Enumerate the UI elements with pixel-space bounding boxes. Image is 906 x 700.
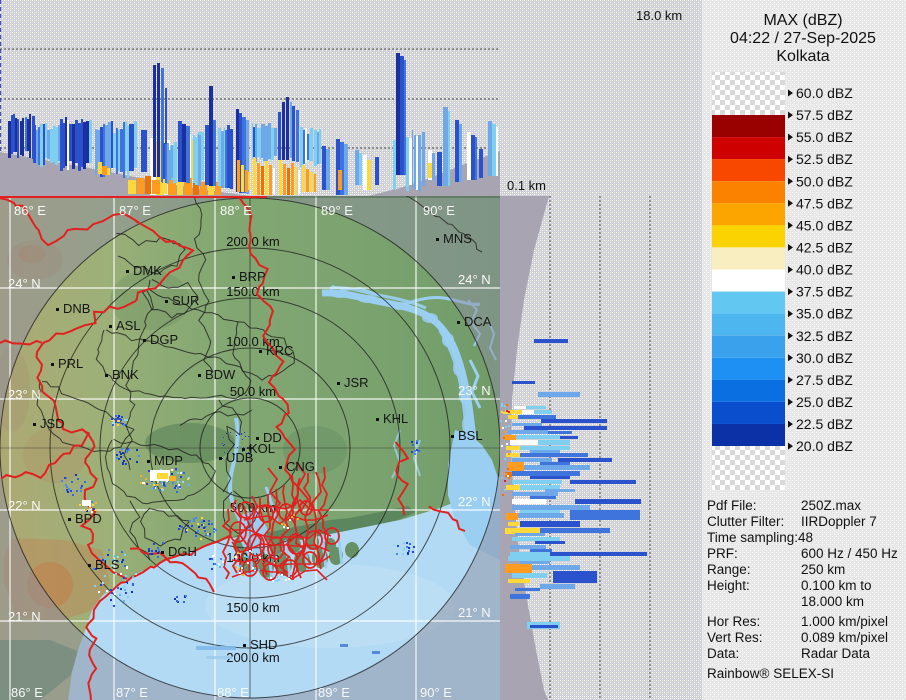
svg-text:47.5 dBZ: 47.5 dBZ (796, 195, 853, 211)
svg-text:23° N: 23° N (8, 387, 41, 402)
svg-text:MAX (dBZ): MAX (dBZ) (763, 12, 842, 29)
svg-text:150.0 km: 150.0 km (226, 600, 279, 615)
svg-text:55.0 dBZ: 55.0 dBZ (796, 129, 853, 145)
svg-text:Hor Res:: Hor Res: (707, 614, 760, 629)
svg-text:50.0 dBZ: 50.0 dBZ (796, 173, 853, 189)
svg-text:24° N: 24° N (8, 276, 41, 291)
svg-text:21° N: 21° N (8, 609, 41, 624)
svg-text:BDW: BDW (205, 367, 236, 382)
svg-text:87° E: 87° E (116, 685, 148, 700)
svg-text:35.0 dBZ: 35.0 dBZ (796, 306, 853, 322)
svg-text:SUR: SUR (172, 293, 199, 308)
svg-text:BLS: BLS (95, 557, 120, 572)
svg-text:60.0 dBZ: 60.0 dBZ (796, 85, 853, 101)
svg-text:30.0 dBZ: 30.0 dBZ (796, 350, 853, 366)
svg-text:Pdf File:: Pdf File: (707, 498, 757, 513)
svg-text:Kolkata: Kolkata (776, 48, 829, 65)
svg-text:DGP: DGP (150, 332, 178, 347)
svg-text:Clutter Filter:: Clutter Filter: (707, 514, 784, 529)
svg-text:Data:: Data: (707, 646, 739, 661)
svg-text:Height:: Height: (707, 578, 750, 593)
svg-text:BRP: BRP (239, 269, 266, 284)
svg-text:100.0 km: 100.0 km (226, 334, 279, 349)
svg-text:0.100 km to: 0.100 km to (801, 578, 872, 593)
svg-text:86° E: 86° E (11, 685, 43, 700)
svg-text:89° E: 89° E (321, 203, 353, 218)
svg-text:150.0 km: 150.0 km (226, 284, 279, 299)
svg-text:50.0 km: 50.0 km (230, 384, 276, 399)
svg-text:52.5 dBZ: 52.5 dBZ (796, 151, 853, 167)
svg-text:45.0 dBZ: 45.0 dBZ (796, 217, 853, 233)
svg-text:DCA: DCA (464, 314, 492, 329)
svg-text:MNS: MNS (443, 231, 472, 246)
svg-text:89° E: 89° E (318, 685, 350, 700)
svg-text:MDP: MDP (154, 453, 183, 468)
svg-text:250 km: 250 km (801, 562, 845, 577)
svg-text:PRF:: PRF: (707, 546, 738, 561)
svg-text:40.0 dBZ: 40.0 dBZ (796, 262, 853, 278)
svg-text:BNK: BNK (112, 367, 139, 382)
svg-text:SHD: SHD (250, 637, 277, 652)
svg-text:88° E: 88° E (220, 203, 252, 218)
svg-text:24° N: 24° N (458, 272, 491, 287)
svg-text:ASL: ASL (116, 318, 141, 333)
svg-text:42.5 dBZ: 42.5 dBZ (796, 240, 853, 256)
svg-text:Time sampling:48: Time sampling:48 (707, 530, 813, 545)
svg-text:20.0 dBZ: 20.0 dBZ (796, 438, 853, 454)
svg-text:88° E: 88° E (217, 685, 249, 700)
svg-text:23° N: 23° N (458, 383, 491, 398)
svg-text:Vert Res:: Vert Res: (707, 630, 763, 645)
svg-text:Rainbow® SELEX-SI: Rainbow® SELEX-SI (707, 666, 834, 681)
svg-text:DD: DD (263, 430, 282, 445)
svg-text:PRL: PRL (58, 356, 83, 371)
svg-text:JSD: JSD (40, 416, 65, 431)
svg-text:200.0 km: 200.0 km (226, 234, 279, 249)
svg-text:KOL: KOL (249, 441, 275, 456)
svg-text:DMK: DMK (133, 263, 162, 278)
svg-text:250Z.max: 250Z.max (801, 498, 861, 513)
svg-text:86° E: 86° E (14, 203, 46, 218)
svg-text:22° N: 22° N (8, 498, 41, 513)
svg-text:25.0 dBZ: 25.0 dBZ (796, 394, 853, 410)
svg-text:200.0 km: 200.0 km (226, 650, 279, 665)
svg-text:DNB: DNB (63, 301, 90, 316)
svg-text:Range:: Range: (707, 562, 751, 577)
svg-text:BPD: BPD (75, 511, 102, 526)
svg-text:37.5 dBZ: 37.5 dBZ (796, 284, 853, 300)
svg-text:IIRDoppler 7: IIRDoppler 7 (801, 514, 877, 529)
svg-text:18.000 km: 18.000 km (801, 594, 864, 609)
svg-text:18.0 km: 18.0 km (636, 8, 682, 23)
svg-text:KRC: KRC (266, 343, 293, 358)
svg-text:32.5 dBZ: 32.5 dBZ (796, 328, 853, 344)
svg-text:CNG: CNG (286, 459, 315, 474)
svg-text:DGH: DGH (168, 544, 197, 559)
svg-text:BSL: BSL (458, 428, 483, 443)
svg-text:Radar Data: Radar Data (801, 646, 871, 661)
svg-text:UDB: UDB (226, 450, 253, 465)
svg-text:87° E: 87° E (119, 203, 151, 218)
svg-text:JSR: JSR (344, 375, 369, 390)
svg-text:22.5 dBZ: 22.5 dBZ (796, 416, 853, 432)
svg-text:0.1 km: 0.1 km (507, 178, 546, 193)
svg-text:KHL: KHL (383, 411, 408, 426)
svg-text:600 Hz / 450 Hz: 600 Hz / 450 Hz (801, 546, 898, 561)
svg-text:22° N: 22° N (458, 494, 491, 509)
svg-text:21° N: 21° N (458, 605, 491, 620)
svg-text:90° E: 90° E (420, 685, 452, 700)
svg-text:1.000 km/pixel: 1.000 km/pixel (801, 614, 888, 629)
svg-text:0.089 km/pixel: 0.089 km/pixel (801, 630, 888, 645)
svg-text:04:22 / 27-Sep-2025: 04:22 / 27-Sep-2025 (730, 30, 876, 47)
svg-text:27.5 dBZ: 27.5 dBZ (796, 372, 853, 388)
svg-text:90° E: 90° E (423, 203, 455, 218)
svg-text:57.5 dBZ: 57.5 dBZ (796, 107, 853, 123)
